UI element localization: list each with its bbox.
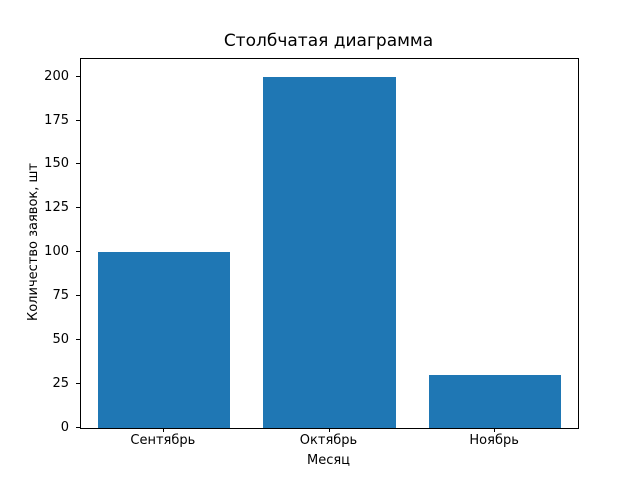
y-tick-label: 125 bbox=[44, 200, 69, 216]
y-tick-label: 100 bbox=[44, 244, 69, 260]
y-tick-label: 50 bbox=[52, 332, 69, 348]
y-tick-mark bbox=[76, 207, 80, 209]
bar-2 bbox=[263, 76, 396, 428]
y-tick-mark bbox=[76, 383, 80, 385]
x-tick-mark bbox=[328, 428, 330, 432]
y-tick-mark bbox=[76, 75, 80, 77]
x-tick-label: Сентябрь bbox=[130, 433, 196, 448]
y-tick-mark bbox=[76, 427, 80, 428]
y-tick-label: 25 bbox=[52, 376, 69, 392]
y-tick-label: 150 bbox=[44, 156, 69, 172]
y-tick-mark bbox=[76, 119, 80, 121]
y-tick-label: 200 bbox=[44, 68, 69, 84]
x-tick-label: Октябрь bbox=[299, 433, 358, 448]
y-tick-mark bbox=[76, 163, 80, 165]
y-tick-mark bbox=[76, 251, 80, 253]
y-tick-mark bbox=[76, 295, 80, 297]
x-tick-mark bbox=[162, 428, 164, 432]
bar-3 bbox=[428, 375, 562, 428]
bar-1 bbox=[97, 252, 231, 428]
plot-area bbox=[80, 58, 579, 429]
y-tick-label: 175 bbox=[44, 112, 69, 128]
x-axis-label: Месяц bbox=[306, 453, 351, 468]
chart-title: Столбчатая диаграмма bbox=[223, 31, 434, 51]
x-tick-mark bbox=[494, 428, 496, 432]
y-tick-label: 0 bbox=[60, 420, 69, 435]
x-tick-label: Ноябрь bbox=[469, 433, 519, 448]
y-tick-label: 75 bbox=[52, 288, 69, 304]
y-tick-mark bbox=[76, 339, 80, 341]
